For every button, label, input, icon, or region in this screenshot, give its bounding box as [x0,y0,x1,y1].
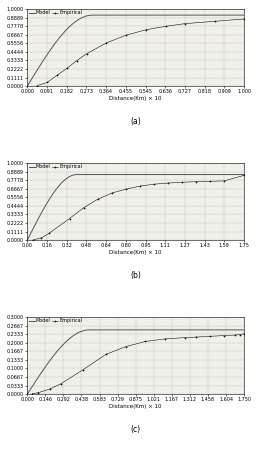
Empirical [138,184,141,189]
Empirical [181,179,184,185]
Line: Model: Model [27,175,244,240]
Empirical [48,387,51,392]
Line: Empirical: Empirical [36,18,245,87]
Model [155,327,158,332]
Empirical [105,40,108,46]
Empirical [125,32,128,38]
Empirical [96,197,99,202]
Model [26,391,29,397]
Empirical [213,18,216,24]
Empirical [243,331,246,336]
Model [243,172,246,177]
Empirical [223,333,226,338]
Empirical [164,23,167,29]
Model [143,13,147,18]
Empirical [85,51,88,56]
Empirical [110,190,113,196]
Empirical [55,73,59,78]
Empirical [164,336,167,341]
Model [243,13,246,18]
Empirical [195,179,198,184]
Empirical [82,367,85,373]
Model [91,13,94,18]
Empirical [144,27,147,32]
Empirical [65,66,68,71]
Model [143,327,147,332]
Empirical [166,180,170,186]
X-axis label: Distance(Km) × 10: Distance(Km) × 10 [109,404,162,409]
Legend: Model, Empirical: Model, Empirical [28,318,83,324]
Empirical [59,381,62,387]
Model [238,327,241,332]
Model [155,172,158,177]
Model [26,238,29,243]
Empirical [183,335,186,341]
Model [143,172,147,177]
Model [129,13,132,18]
Model [130,172,133,177]
Legend: Model, Empirical: Model, Empirical [28,10,83,16]
Model [26,83,29,89]
Empirical [32,237,35,243]
Model [204,327,207,332]
Empirical [82,205,85,211]
Model [204,172,207,177]
Line: Empirical: Empirical [31,332,245,395]
Empirical [223,178,226,184]
Empirical [239,332,242,337]
Empirical [104,352,108,357]
Model [238,13,241,18]
X-axis label: Distance(Km) × 10: Distance(Km) × 10 [109,250,162,255]
Model [129,172,132,177]
Line: Model: Model [27,15,244,86]
Line: Empirical: Empirical [32,174,245,241]
Empirical [68,216,71,221]
Empirical [31,391,34,396]
X-axis label: Distance(Km) × 10: Distance(Km) × 10 [109,96,162,101]
Empirical [40,235,43,240]
Legend: Model, Empirical: Model, Empirical [28,164,83,170]
Model [130,13,133,18]
Empirical [75,58,78,63]
Empirical [48,230,51,236]
Model [76,172,79,177]
Model [243,327,246,332]
Empirical [209,334,212,339]
Empirical [37,390,40,396]
Empirical [124,344,127,350]
Empirical [152,181,155,187]
Text: (c): (c) [131,425,141,434]
Empirical [124,187,127,192]
Model [88,327,91,332]
Model [130,327,133,332]
Empirical [195,334,198,340]
Model [238,172,241,177]
Empirical [144,339,147,344]
Text: (b): (b) [130,271,141,280]
Empirical [243,173,246,178]
Model [155,13,158,18]
Empirical [46,80,49,85]
Empirical [35,83,38,88]
Line: Model: Model [27,330,244,394]
Model [129,327,132,332]
Empirical [234,332,237,338]
Empirical [209,179,212,184]
Model [204,13,207,18]
Text: (a): (a) [130,117,141,126]
Empirical [184,21,187,26]
Empirical [243,16,246,22]
